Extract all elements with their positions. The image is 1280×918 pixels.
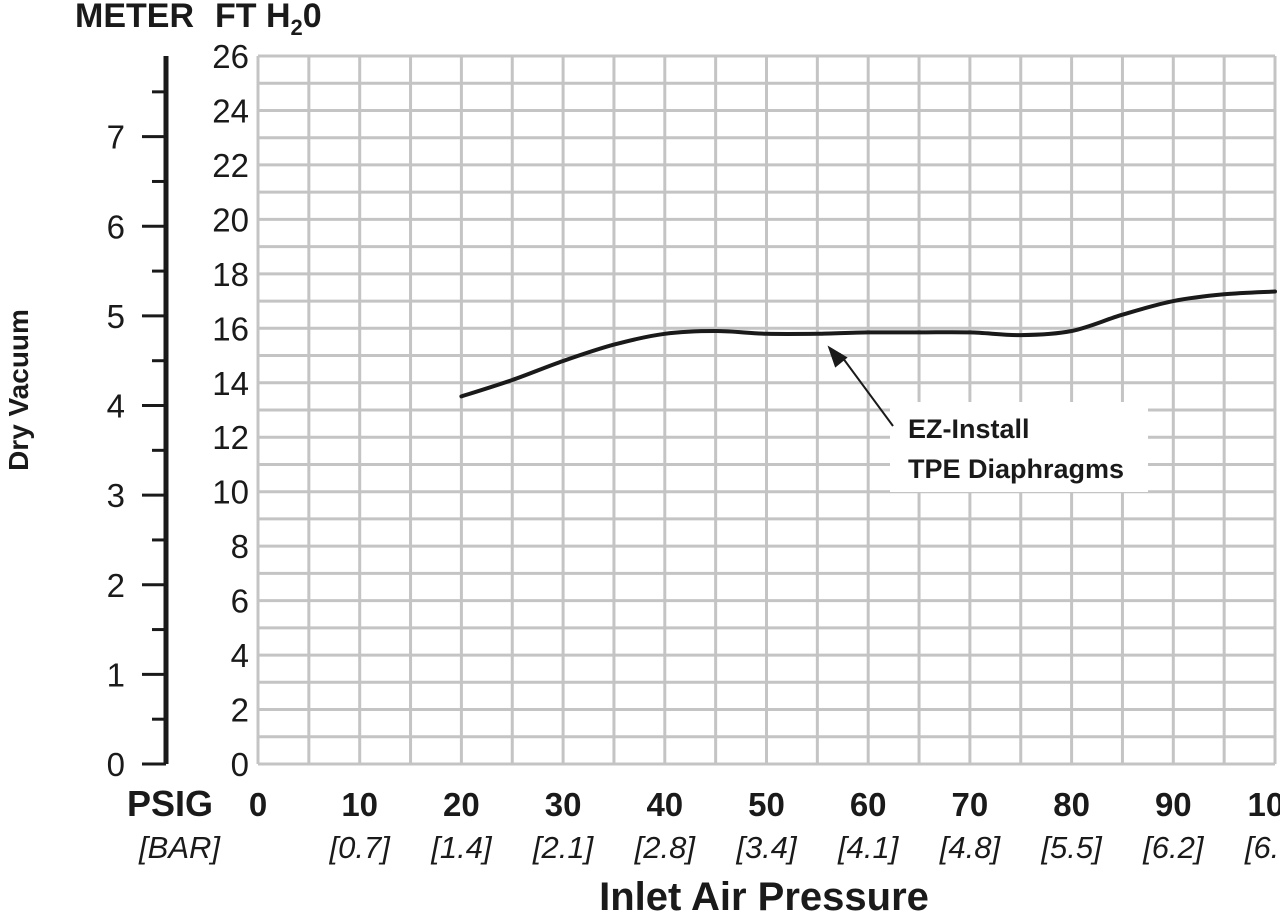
meter-tick-label: 2 xyxy=(107,567,125,604)
y-unit-label-ft-h2o: FT H20 xyxy=(215,0,322,40)
bar-tick-label: [2.8] xyxy=(634,830,697,865)
bar-tick-label: [6.2] xyxy=(1142,830,1205,865)
ft-tick-label: 0 xyxy=(231,746,249,783)
x-tick-label: 20 xyxy=(443,786,480,823)
ft-tick-label: 4 xyxy=(231,637,249,674)
series-line xyxy=(459,289,1277,399)
axes xyxy=(142,56,169,766)
x-tick-label: 70 xyxy=(952,786,989,823)
ft-tick-label: 10 xyxy=(212,474,249,511)
y-unit-label-ft-part: FT H xyxy=(215,0,291,35)
x-unit-label-bar: [BAR] xyxy=(138,830,221,865)
x-unit-label-psig: PSIG xyxy=(127,783,213,824)
meter-tick-label: 3 xyxy=(107,477,125,514)
x-tick-label: 50 xyxy=(748,786,785,823)
ft-tick-label: 2 xyxy=(231,692,249,729)
x-tick-label: 30 xyxy=(545,786,582,823)
annotation-layer: EZ-Install TPE Diaphragms xyxy=(827,345,1148,492)
ft-tick-label: 18 xyxy=(212,256,249,293)
y-axis-title: Dry Vacuum xyxy=(3,309,34,471)
bar-tick-label: [4.1] xyxy=(837,830,900,865)
y-unit-label-sub: 2 xyxy=(291,15,303,40)
meter-tick-label: 6 xyxy=(107,208,125,245)
x-tick-label: 0 xyxy=(249,786,267,823)
bar-tick-label: [4.8] xyxy=(939,830,1002,865)
ft-tick-label: 24 xyxy=(212,92,249,129)
meter-tick-label: 4 xyxy=(107,388,125,425)
annotation-label: TPE Diaphragms xyxy=(908,454,1124,484)
annotation-box xyxy=(890,402,1148,492)
meter-tick-label: 0 xyxy=(107,746,125,783)
ft-tick-label: 14 xyxy=(212,365,249,402)
x-tick-label: 40 xyxy=(646,786,683,823)
plot-grid xyxy=(256,54,1277,766)
x-axis-title: Inlet Air Pressure xyxy=(599,875,929,918)
y-unit-label-meter: METER xyxy=(75,0,194,35)
bar-tick-label: [1.4] xyxy=(430,830,493,865)
x-tick-label: 10 xyxy=(341,786,378,823)
meter-tick-label: 1 xyxy=(107,656,125,693)
annotation-arrow-line xyxy=(838,352,894,427)
ft-tick-label: 16 xyxy=(212,310,249,347)
x-tick-label: 100 xyxy=(1247,786,1280,823)
annotation-label: EZ-Install xyxy=(908,414,1030,444)
bar-tick-label: [0.7] xyxy=(329,830,392,865)
ft-tick-label: 22 xyxy=(212,147,249,184)
ft-tick-label: 12 xyxy=(212,419,249,456)
x-tick-label: 80 xyxy=(1053,786,1090,823)
x-tick-label: 60 xyxy=(850,786,887,823)
x-tick-label: 90 xyxy=(1155,786,1192,823)
series-layer xyxy=(459,289,1277,399)
meter-tick-label: 5 xyxy=(107,298,125,335)
y-unit-label-end: 0 xyxy=(303,0,322,35)
meter-tick-label: 7 xyxy=(107,119,125,156)
bar-tick-label: [5.5] xyxy=(1040,830,1103,865)
ft-tick-label: 8 xyxy=(231,528,249,565)
ft-tick-label: 6 xyxy=(231,583,249,620)
bar-tick-label: [6.9] xyxy=(1244,830,1280,865)
ft-tick-label: 20 xyxy=(212,201,249,238)
bar-tick-label: [2.1] xyxy=(532,830,595,865)
annotation-arrowhead xyxy=(827,345,848,368)
ft-tick-label: 26 xyxy=(212,38,249,75)
bar-tick-label: [3.4] xyxy=(735,830,798,865)
